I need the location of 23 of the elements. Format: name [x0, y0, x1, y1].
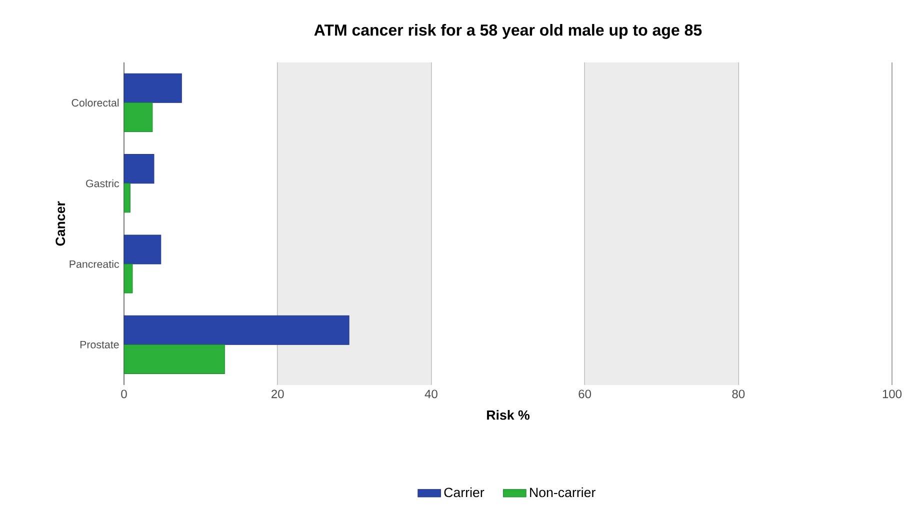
- bar: [124, 344, 225, 374]
- x-axis-title: Risk %: [487, 410, 530, 420]
- y-tick-label: Prostate: [80, 340, 119, 348]
- y-axis-title: Cancer: [56, 201, 66, 246]
- bar: [124, 102, 153, 132]
- x-tick-label: 100: [882, 390, 902, 398]
- bar: [124, 183, 130, 213]
- x-tick-label: 60: [578, 390, 592, 398]
- chart-title: ATM cancer risk for a 58 year old male up to age 85: [314, 24, 702, 39]
- bar: [124, 73, 182, 103]
- bar: [124, 315, 350, 345]
- y-tick-label: Gastric: [86, 179, 120, 188]
- y-tick-label: Pancreatic: [70, 260, 120, 268]
- legend-label: Non-carrier: [530, 487, 596, 498]
- x-tick-label: 80: [732, 390, 745, 398]
- x-tick-label: 20: [272, 390, 284, 398]
- y-tick-label: Colorectal: [72, 98, 119, 107]
- bar: [124, 264, 133, 294]
- legend-label: Carrier: [444, 487, 484, 498]
- x-tick-label: 40: [424, 390, 438, 398]
- bar: [124, 154, 154, 184]
- bar: [124, 234, 162, 264]
- x-tick-label: 0: [121, 390, 127, 398]
